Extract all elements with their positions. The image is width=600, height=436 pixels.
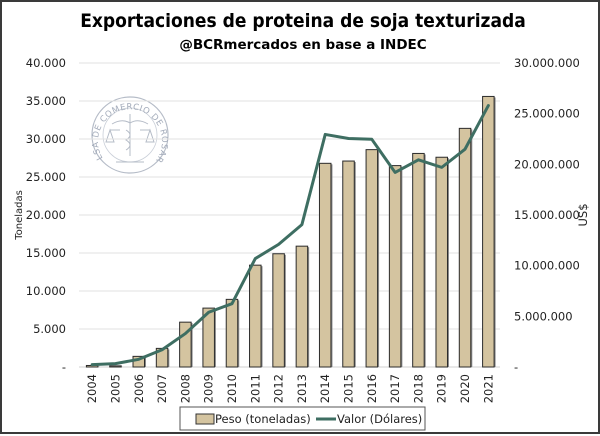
bar-2017 <box>389 166 401 367</box>
y-tick-right: 15.000.000 <box>514 208 580 222</box>
bar-2016 <box>366 150 378 367</box>
bar-2013 <box>296 246 308 367</box>
x-tick: 2008 <box>178 374 192 403</box>
y-axis-right: - 5.000.000 10.000.000 15.000.000 20.000.000… <box>514 56 580 374</box>
x-tick: 2017 <box>388 374 402 403</box>
legend-label-valor: Valor (Dólares) <box>337 412 422 426</box>
x-tick: 2004 <box>85 374 99 403</box>
y-tick-left: 20.000 <box>26 208 66 222</box>
x-tick: 2013 <box>295 374 309 403</box>
bar-2015 <box>343 161 355 367</box>
y-tick-left: 10.000 <box>26 284 66 298</box>
y-tick-left: 25.000 <box>26 170 66 184</box>
x-tick: 2010 <box>225 374 239 403</box>
x-tick: 2005 <box>108 374 122 403</box>
line-valor <box>92 106 488 365</box>
y-tick-right: 30.000.000 <box>514 56 580 70</box>
bar-2010 <box>226 299 238 367</box>
x-tick: 2015 <box>342 374 356 403</box>
bar-2021 <box>483 96 495 367</box>
y-tick-right: - <box>514 360 518 374</box>
y-tick-right: 5.000.000 <box>514 309 573 323</box>
x-axis: 2004 2005 2006 2007 2008 2009 2010 2011 2012 2013… <box>85 374 495 403</box>
y-tick-left: 30.000 <box>26 132 66 146</box>
y-tick-left: 15.000 <box>26 246 66 260</box>
x-tick: 2007 <box>155 374 169 403</box>
legend: Peso (toneladas) Valor (Dólares) <box>180 407 425 430</box>
y-tick-left: - <box>62 360 66 374</box>
chart-title: Exportaciones de proteina de soja textur… <box>80 10 526 32</box>
x-tick: 2012 <box>272 374 286 403</box>
y-tick-left: 5.000 <box>33 322 66 336</box>
bar-2012 <box>273 254 285 367</box>
y-tick-left: 40.000 <box>26 56 66 70</box>
bar-2020 <box>459 128 471 367</box>
legend-label-peso: Peso (toneladas) <box>215 412 311 426</box>
bar-2005 <box>110 366 122 367</box>
bar-2019 <box>436 157 448 367</box>
y-tick-right: 25.000.000 <box>514 107 580 121</box>
x-tick: 2009 <box>202 374 216 403</box>
y-tick-left: 35.000 <box>26 94 66 108</box>
y-tick-right: 20.000.000 <box>514 157 580 171</box>
bar-2014 <box>319 163 331 367</box>
chart-subtitle: @BCRmercados en base a INDEC <box>179 37 426 53</box>
y-axis-left-label: Toneladas <box>14 190 25 241</box>
legend-swatch-peso <box>196 414 214 424</box>
x-tick: 2020 <box>458 374 472 403</box>
y-axis-left: - 5.000 10.000 15.000 20.000 25.000 30.000 35.0… <box>26 56 66 374</box>
y-tick-right: 10.000.000 <box>514 259 580 273</box>
x-tick: 2018 <box>411 374 425 403</box>
line-series <box>92 105 488 364</box>
bar-2018 <box>413 153 425 367</box>
y-axis-right-label: US$ <box>576 203 590 226</box>
x-tick: 2006 <box>132 374 146 403</box>
x-tick: 2014 <box>318 374 332 403</box>
caduceus-icon <box>106 114 154 162</box>
bar-2011 <box>250 265 262 367</box>
x-tick: 2019 <box>435 374 449 403</box>
x-tick: 2016 <box>365 374 379 403</box>
x-tick: 2021 <box>481 374 495 403</box>
x-tick: 2011 <box>248 374 262 403</box>
